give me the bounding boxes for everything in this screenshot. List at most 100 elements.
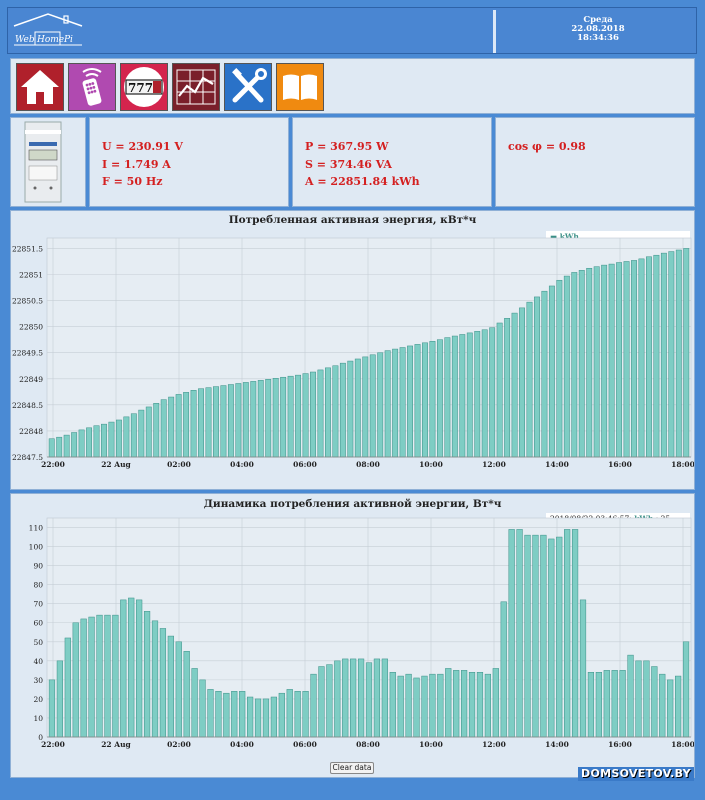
power-chart-bar[interactable] (56, 660, 63, 738)
power-chart-bar[interactable] (548, 538, 555, 738)
power-chart-bar[interactable] (199, 679, 206, 738)
energy-chart-bar[interactable] (646, 256, 652, 458)
energy-chart-bar[interactable] (242, 382, 249, 458)
power-chart-bar[interactable] (159, 628, 167, 738)
energy-chart-bar[interactable] (616, 262, 623, 458)
energy-chart-bar[interactable] (451, 335, 458, 458)
power-chart-bar[interactable] (659, 673, 666, 738)
power-chart-bar[interactable] (357, 658, 365, 738)
power-chart-bar[interactable] (294, 691, 301, 738)
energy-chart-bar[interactable] (48, 438, 55, 458)
energy-chart-bar[interactable] (93, 425, 100, 458)
energy-chart-bar[interactable] (123, 416, 130, 458)
energy-chart-bar[interactable] (71, 432, 78, 458)
power-chart-bar[interactable] (167, 635, 174, 738)
energy-chart-bar[interactable] (407, 345, 413, 458)
power-chart-bar[interactable] (270, 696, 277, 738)
power-chart-bar[interactable] (413, 677, 420, 738)
power-chart-bar[interactable] (254, 698, 262, 738)
energy-chart-bar[interactable] (302, 373, 309, 458)
power-chart-bar[interactable] (437, 673, 444, 738)
energy-chart-bar[interactable] (638, 258, 645, 458)
power-chart-bar[interactable] (318, 666, 325, 738)
power-chart-bar[interactable] (286, 689, 293, 738)
energy-chart-bar[interactable] (601, 264, 608, 458)
book-button[interactable] (276, 63, 324, 111)
energy-chart-bar[interactable] (608, 263, 615, 458)
remote-button[interactable] (68, 63, 116, 111)
energy-chart-bar[interactable] (474, 331, 481, 458)
power-chart-bar[interactable] (508, 529, 515, 738)
energy-chart-bar[interactable] (519, 307, 525, 458)
power-chart-bar[interactable] (516, 529, 523, 738)
power-chart-bar[interactable] (453, 670, 460, 738)
power-chart-bar[interactable] (675, 675, 682, 738)
power-chart-bar[interactable] (627, 654, 634, 738)
home-button[interactable] (16, 63, 64, 111)
energy-chart-bar[interactable] (496, 322, 503, 458)
power-chart-bar[interactable] (381, 658, 388, 738)
energy-chart-bar[interactable] (384, 350, 391, 458)
power-chart-bar[interactable] (112, 614, 119, 738)
power-chart-bar[interactable] (540, 534, 547, 738)
power-chart-bar[interactable] (143, 611, 151, 738)
energy-chart-bar[interactable] (145, 406, 152, 458)
energy-chart-bar[interactable] (310, 371, 316, 458)
power-chart-bar[interactable] (231, 691, 238, 738)
energy-chart-bar[interactable] (362, 356, 369, 458)
power-chart-bar[interactable] (136, 599, 143, 738)
energy-chart-bar[interactable] (631, 260, 637, 458)
power-chart-bar[interactable] (635, 660, 642, 738)
power-chart-bar[interactable] (564, 529, 571, 738)
energy-chart-bar[interactable] (317, 369, 324, 458)
energy-chart-bar[interactable] (160, 399, 167, 458)
energy-chart-bar[interactable] (138, 409, 145, 458)
power-chart-bar[interactable] (571, 529, 579, 738)
energy-chart-bar[interactable] (339, 362, 346, 458)
power-chart-bar[interactable] (397, 675, 404, 738)
energy-chart-bar[interactable] (56, 436, 63, 458)
energy-chart-bar[interactable] (280, 376, 287, 458)
energy-chart-bar[interactable] (63, 434, 70, 458)
energy-chart-bar[interactable] (556, 279, 563, 458)
meter-button[interactable]: 777 (120, 63, 168, 111)
power-chart-bar[interactable] (619, 670, 626, 738)
power-chart-bar[interactable] (191, 668, 198, 738)
energy-chart-bar[interactable] (220, 385, 227, 458)
energy-chart-bar[interactable] (332, 365, 339, 458)
power-chart-bar[interactable] (88, 616, 95, 738)
energy-chart-bar[interactable] (526, 301, 533, 458)
logo[interactable]: Web Home Pi (12, 12, 84, 50)
power-chart-bar[interactable] (556, 536, 563, 738)
power-chart-bar[interactable] (96, 614, 103, 738)
power-chart-bar[interactable] (611, 670, 618, 738)
energy-chart-bar[interactable] (190, 390, 197, 458)
energy-chart-bar[interactable] (153, 403, 160, 458)
energy-chart-bar[interactable] (213, 386, 219, 458)
energy-chart-bar[interactable] (235, 383, 242, 458)
power-chart-bar[interactable] (484, 673, 491, 738)
energy-chart-bar[interactable] (504, 318, 511, 458)
energy-chart-bar[interactable] (198, 388, 204, 458)
power-chart-bar[interactable] (643, 660, 650, 738)
energy-chart-bar[interactable] (399, 347, 406, 458)
energy-chart-bar[interactable] (205, 387, 212, 458)
power-chart-bar[interactable] (595, 672, 602, 738)
energy-chart-bar[interactable] (436, 339, 443, 458)
power-chart-bar[interactable] (373, 658, 381, 738)
power-chart-bar[interactable] (326, 664, 333, 738)
power-chart-bar[interactable] (128, 597, 135, 738)
power-chart-bar[interactable] (183, 651, 190, 738)
energy-chart-bar[interactable] (534, 296, 540, 458)
energy-chart-bar[interactable] (593, 266, 600, 458)
power-chart-bar[interactable] (104, 614, 111, 738)
energy-chart-bar[interactable] (369, 354, 376, 458)
energy-chart-bar[interactable] (444, 337, 451, 458)
energy-chart-bar[interactable] (571, 272, 578, 458)
power-chart-bar[interactable] (421, 675, 428, 738)
energy-chart-bar[interactable] (130, 413, 137, 458)
energy-chart-bar[interactable] (272, 378, 279, 458)
power-chart-bar[interactable] (350, 658, 357, 738)
energy-chart-bar[interactable] (668, 251, 675, 458)
power-chart-bar[interactable] (603, 670, 610, 738)
